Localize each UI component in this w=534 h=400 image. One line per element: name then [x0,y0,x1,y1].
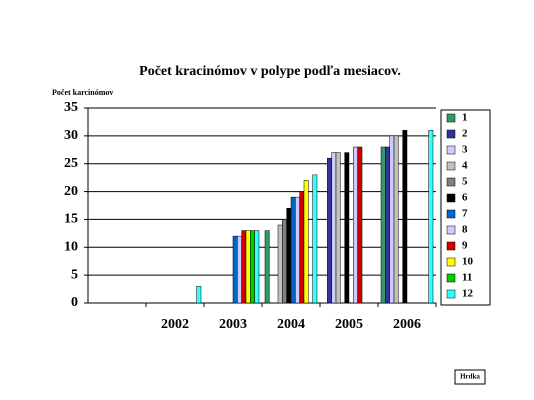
legend-swatch [446,129,456,139]
bar [254,230,260,304]
y-tick-label: 20 [64,184,78,199]
y-tick-label: 10 [64,240,78,255]
bar [282,219,287,304]
legend-swatch [446,273,456,283]
legend-swatch [446,193,456,203]
legend-label: 3 [462,144,468,156]
bar [295,196,300,304]
legend-swatch [446,177,456,187]
bar [335,152,341,304]
bar [237,235,242,304]
y-axis-label: Počet karcinómov [52,88,113,97]
x-tick-label: 2005 [335,317,363,332]
chart-title: Počet kracinómov v polype podľa mesiacov… [139,64,401,79]
legend-label: 9 [462,240,468,252]
bar [428,130,434,304]
bar [232,235,238,304]
y-tick-label: 25 [64,156,78,171]
legend-swatch [446,257,456,267]
bar [250,230,255,304]
legend-swatch [446,289,456,299]
bar [264,230,270,304]
legend-label: 11 [462,272,472,284]
legend-swatch [446,113,456,123]
y-tick-label: 0 [71,295,78,310]
y-tick-label: 35 [64,100,78,115]
x-tick-label: 2003 [219,317,247,332]
legend-box [440,109,491,306]
bar [344,152,350,304]
legend-label: 12 [462,288,474,300]
y-tick-label: 30 [64,128,78,143]
legend-swatch [446,241,456,251]
bar [312,174,318,304]
bar [385,146,390,304]
bar [357,146,363,304]
bar [331,152,337,304]
bar [286,208,292,304]
x-tick-label: 2004 [277,317,305,332]
legend-label: 10 [462,256,474,268]
bar [290,196,296,304]
legend-label: 4 [462,160,468,172]
legend-label: 1 [462,112,468,124]
legend-label: 5 [462,176,468,188]
y-tick-label: 15 [64,212,78,227]
bar [389,135,395,304]
y-tick-label: 5 [71,267,78,282]
bar [327,157,332,304]
bar [196,286,202,304]
bar [393,135,399,304]
bar [277,224,283,304]
x-tick-label: 2006 [393,317,421,332]
legend-swatch [446,161,456,171]
bar [303,180,309,304]
legend-label: 8 [462,224,468,236]
bar [241,230,247,304]
legend-swatch [446,209,456,219]
legend-label: 2 [462,128,468,140]
legend-label: 6 [462,192,468,204]
bar [299,191,305,304]
bar [402,130,408,304]
note: Hrdka [460,373,480,381]
legend-label: 7 [462,208,468,220]
x-tick-label: 2002 [161,317,189,332]
legend-swatch [446,225,456,235]
legend-swatch [446,145,456,155]
bar [245,230,251,304]
note-box [454,369,486,385]
bar [353,146,358,304]
bar [380,146,386,304]
